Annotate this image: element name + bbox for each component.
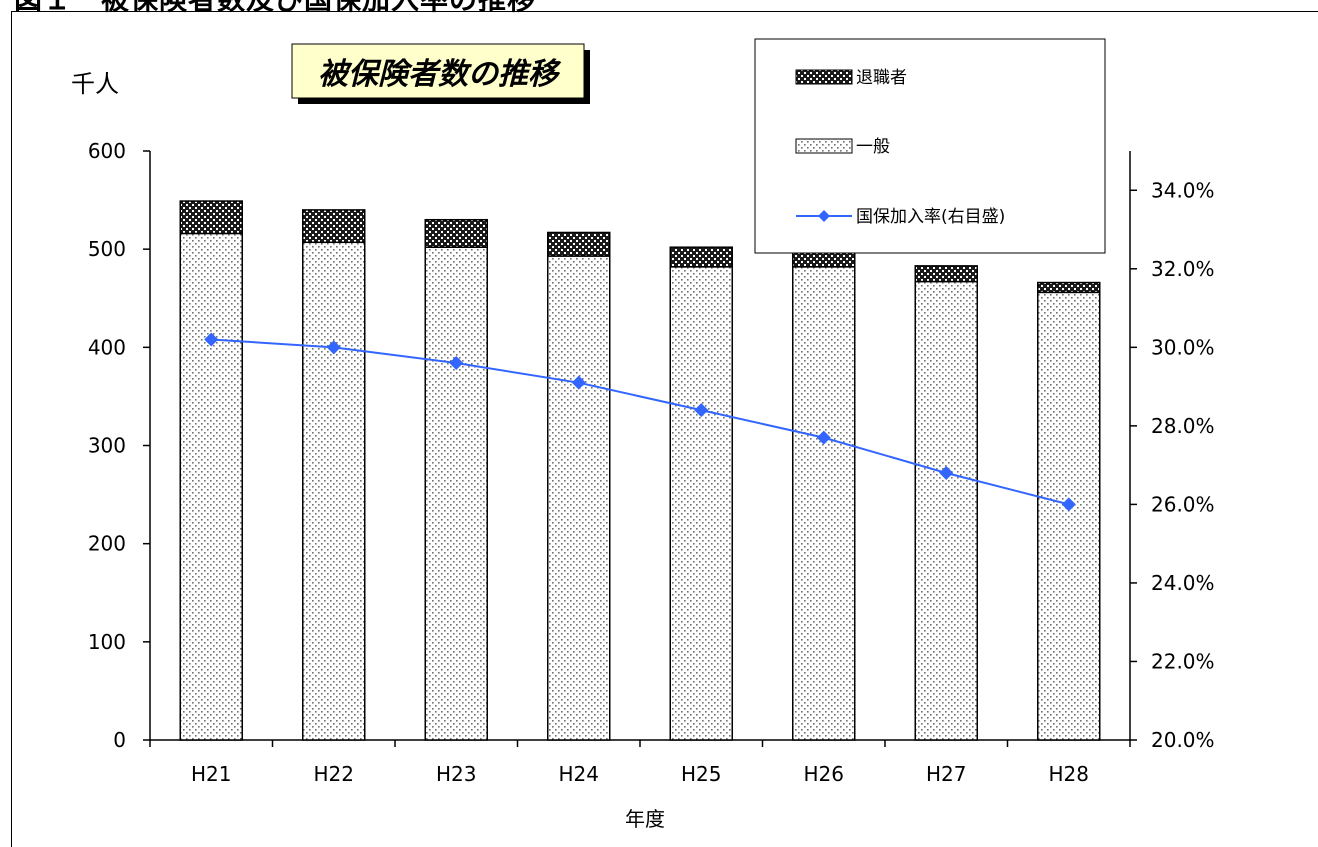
legend-label: 国保加入率(右目盛)	[856, 207, 1005, 227]
y2-tick-label: 30.0%	[1151, 335, 1215, 359]
x-tick-label: H23	[436, 762, 477, 786]
y-tick-label: 0	[113, 728, 126, 752]
y2-tick-label: 34.0%	[1151, 178, 1215, 202]
y2-tick-label: 26.0%	[1151, 492, 1215, 516]
legend-label: 退職者	[856, 68, 907, 88]
x-tick-label: H28	[1049, 762, 1090, 786]
rate-marker	[939, 465, 954, 480]
y2-tick-label: 24.0%	[1151, 571, 1215, 595]
bar-ippan	[424, 246, 488, 741]
chart-frame	[11, 11, 1318, 847]
bar-ippan	[302, 241, 366, 741]
x-tick-label: H24	[559, 762, 600, 786]
y-tick-label: 400	[88, 335, 126, 359]
bar-taishokusha	[179, 200, 243, 235]
x-tick-label: H27	[926, 762, 967, 786]
x-tick-label: H25	[681, 762, 722, 786]
rate-marker	[449, 356, 464, 371]
bar-ippan	[547, 255, 611, 741]
x-tick-label: H22	[314, 762, 355, 786]
y-tick-label: 600	[88, 139, 126, 163]
x-axis-title: 年度	[625, 807, 665, 831]
y2-tick-label: 28.0%	[1151, 414, 1215, 438]
y-tick-label: 100	[88, 630, 126, 654]
rate-marker	[694, 403, 709, 418]
y-tick-label: 500	[88, 237, 126, 261]
page-title: 図１ 被保険者数及び国保加入率の推移	[14, 0, 536, 18]
rate-line	[211, 338, 1069, 506]
bar-taishokusha	[914, 265, 978, 283]
bar-taishokusha	[1037, 281, 1101, 294]
y2-tick-label: 22.0%	[1151, 649, 1215, 673]
bar-taishokusha	[669, 246, 733, 268]
legend-swatch	[795, 69, 853, 85]
legend-swatch-marker	[818, 210, 830, 222]
x-tick-label: H21	[191, 762, 232, 786]
rate-marker	[1061, 497, 1076, 512]
rate-marker	[571, 375, 586, 390]
y2-tick-label: 20.0%	[1151, 728, 1215, 752]
y-tick-label: 200	[88, 532, 126, 556]
bar-ippan	[1037, 291, 1101, 741]
bar-ippan	[792, 266, 856, 741]
y-tick-label: 300	[88, 434, 126, 458]
chart-title: 被保険者数の推移	[318, 57, 562, 92]
bar-ippan	[914, 280, 978, 741]
rate-marker	[816, 430, 831, 445]
rate-marker	[204, 332, 219, 347]
legend-label: 一般	[856, 137, 890, 157]
bar-taishokusha	[424, 218, 488, 248]
legend-swatch	[795, 138, 853, 154]
chart-title-box	[291, 43, 585, 99]
x-tick-label: H26	[804, 762, 845, 786]
bar-taishokusha	[547, 231, 611, 257]
y-axis-title: 千人	[71, 70, 119, 98]
bar-taishokusha	[302, 209, 366, 244]
y2-tick-label: 32.0%	[1151, 257, 1215, 281]
bar-ippan	[179, 232, 243, 741]
bar-ippan	[669, 266, 733, 741]
rate-marker	[326, 340, 341, 355]
